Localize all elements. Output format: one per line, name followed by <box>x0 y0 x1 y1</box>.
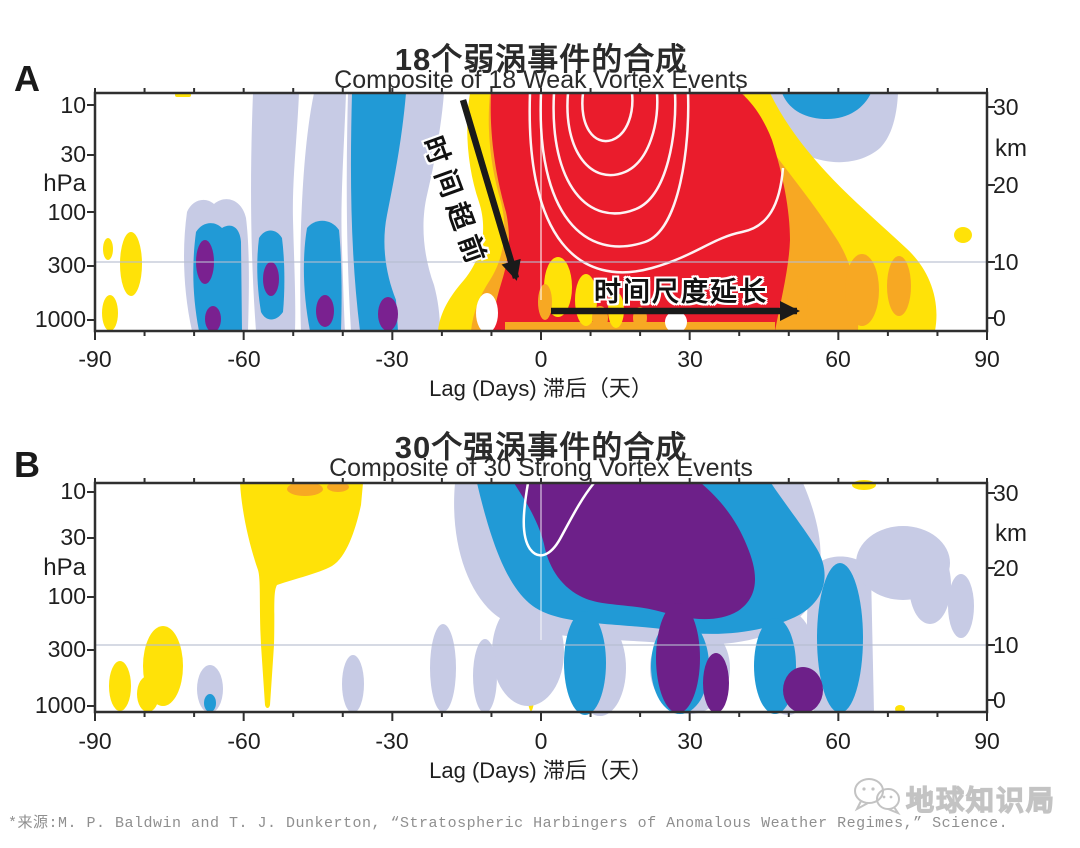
panel-b-ytick-1000: 1000 <box>34 692 86 718</box>
panel-a-pressure-unit: hPa <box>43 170 86 197</box>
panel-b-ytick-10: 10 <box>60 478 86 504</box>
panel-b-white-contour-line <box>522 482 595 557</box>
panel-b-ytick-300: 300 <box>47 636 86 662</box>
annotation-time-extend: 时间尺度延长 <box>594 277 768 307</box>
panel-a-xtick-0: 0 <box>534 346 548 372</box>
panel-a-white-contour-lines <box>528 92 785 274</box>
panel-a-km-0: 0 <box>993 305 1006 331</box>
panel-a-xtick-30: 30 <box>677 346 703 372</box>
panel-a-xtick-m30: -30 <box>375 346 409 372</box>
panel-a-positive-anomaly <box>438 92 937 333</box>
panel-b-xtick-60: 60 <box>825 728 851 754</box>
panel-b-title-zh: 30个强涡事件的合成 <box>394 430 688 465</box>
panel-b-xtick-m90: -90 <box>78 728 112 754</box>
panel-a-ytick-1000: 1000 <box>34 306 86 332</box>
panel-a-ytick-30: 30 <box>60 141 86 167</box>
panel-b-xtick-m60: -60 <box>227 728 261 754</box>
panel-b-pressure-unit: hPa <box>43 554 86 581</box>
panel-a-xtick-90: 90 <box>974 346 1000 372</box>
panel-a-xtick-m90: -90 <box>78 346 112 372</box>
panel-a-letter: A <box>14 58 40 99</box>
panel-b-orange-patches <box>287 482 349 496</box>
panel-b-km-20: 20 <box>993 555 1019 581</box>
panel-a-km-20: 20 <box>993 172 1019 198</box>
panel-b-km-0: 0 <box>993 687 1006 713</box>
panel-b-km-30: 30 <box>993 480 1019 506</box>
panel-a-ytick-300: 300 <box>47 252 86 278</box>
panel-a-ytick-10: 10 <box>60 92 86 118</box>
chat-bubbles-icon <box>854 778 901 816</box>
panel-b-km-10: 10 <box>993 632 1019 658</box>
panel-b-xaxis-label: Lag (Days) 滞后（天） <box>429 758 653 783</box>
panel-b-title-en: Composite of 30 Strong Vortex Events <box>329 454 753 482</box>
panel-a-km-30: 30 <box>993 94 1019 120</box>
time-lead-arrow <box>459 99 521 281</box>
panel-a-xtick-m60: -60 <box>227 346 261 372</box>
panel-b-axis-ticks <box>87 478 995 721</box>
panel-b-xtick-m30: -30 <box>375 728 409 754</box>
panel-b-negative-strong-shapes <box>514 483 823 713</box>
panel-b-contour-plot <box>87 478 995 721</box>
panel-a-ytick-100: 100 <box>47 199 86 225</box>
panel-b-xtick-30: 30 <box>677 728 703 754</box>
panel-b-ytick-30: 30 <box>60 524 86 550</box>
panel-b-letter: B <box>14 444 40 485</box>
panel-a-contour-plot <box>87 88 995 340</box>
panel-a-km-10: 10 <box>993 249 1019 275</box>
panel-a-xaxis-label: Lag (Days) 滞后（天） <box>429 376 653 401</box>
panel-a-axis-ticks <box>87 88 995 340</box>
panel-b-xtick-0: 0 <box>534 728 548 754</box>
panel-b-ytick-100: 100 <box>47 583 86 609</box>
source-citation: *来源:M. P. Baldwin and T. J. Dunkerton, “… <box>8 815 1009 832</box>
panel-a-title-zh: 18个弱涡事件的合成 <box>394 42 688 77</box>
watermark-label: 地球知识局 <box>905 784 1057 816</box>
panel-a-xtick-60: 60 <box>825 346 851 372</box>
panel-a-height-unit: km <box>995 135 1027 162</box>
panel-b-xtick-90: 90 <box>974 728 1000 754</box>
panel-b-height-unit: km <box>995 520 1027 547</box>
